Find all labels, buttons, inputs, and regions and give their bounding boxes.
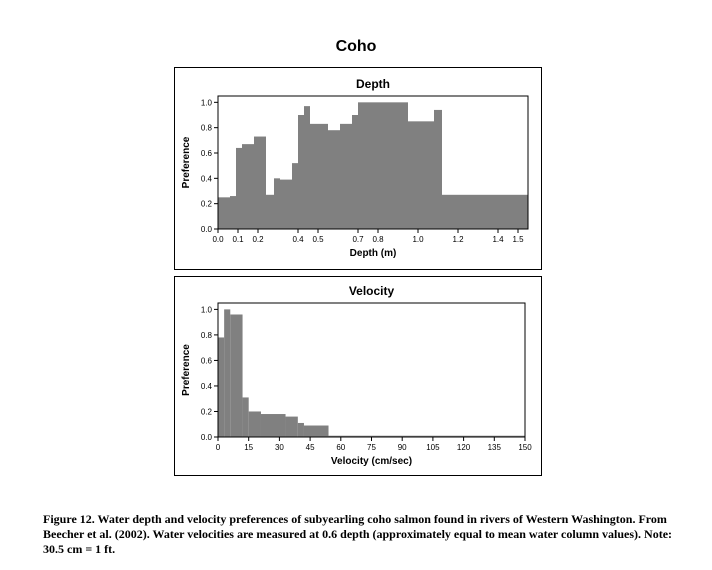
histogram-bar <box>230 314 243 437</box>
y-tick-label: 1.0 <box>201 98 213 107</box>
x-tick-label: 0.1 <box>232 235 244 244</box>
histogram-bar <box>298 115 304 229</box>
depth-chart-panel: Depth 0.0 0.2 0.4 0.6 0.8 1.0 0.0 0.1 0.2 0.4 0.5 0.… <box>174 67 542 270</box>
histogram-bar <box>328 130 340 229</box>
histogram-bar <box>408 121 434 229</box>
histogram-bar <box>352 115 358 229</box>
histogram-bar <box>297 422 304 437</box>
histogram-bar <box>242 397 249 437</box>
x-tick-label: 105 <box>426 443 440 452</box>
depth-chart: Depth 0.0 0.2 0.4 0.6 0.8 1.0 0.0 0.1 0.2 0.4 0.5 0.… <box>181 77 529 259</box>
x-tick-label: 1.4 <box>492 235 504 244</box>
y-tick-label: 0.0 <box>201 225 213 234</box>
x-tick-label: 90 <box>398 443 407 452</box>
histogram-bar <box>218 337 225 437</box>
histogram-bar <box>292 163 298 229</box>
histogram-bar <box>310 123 328 229</box>
y-tick-label: 0.2 <box>201 407 213 416</box>
velocity-chart: Velocity 0.0 0.2 0.4 0.6 0.8 1.0 0 15 30 45 60 75 90 1… <box>181 284 532 467</box>
x-tick-label: 30 <box>275 443 284 452</box>
histogram-bar <box>266 194 274 229</box>
figure-title: Coho <box>335 38 377 55</box>
histogram-bar <box>242 144 254 229</box>
plot-area-frame <box>217 95 529 230</box>
x-tick-label: 75 <box>367 443 376 452</box>
x-tick-label: 45 <box>306 443 315 452</box>
y-tick-label: 0.2 <box>201 200 213 209</box>
chart-title: Velocity <box>349 284 395 298</box>
chart-title: Depth <box>356 77 390 91</box>
histogram-bar <box>218 197 230 229</box>
figure-caption: Figure 12. Water depth and velocity pref… <box>43 512 673 556</box>
x-axis-label: Velocity (cm/sec) <box>331 456 412 467</box>
y-tick-label: 1.0 <box>201 305 213 314</box>
y-tick-label: 0.4 <box>201 174 213 183</box>
histogram-bar <box>260 414 286 437</box>
histogram-bar <box>304 106 310 229</box>
x-tick-label: 150 <box>518 443 532 452</box>
velocity-chart-panel: Velocity 0.0 0.2 0.4 0.6 0.8 1.0 0 15 30 45 60 75 90 1… <box>174 276 542 476</box>
histogram-bar <box>328 435 525 437</box>
histogram-bar <box>340 123 352 229</box>
y-tick-label: 0.6 <box>201 356 213 365</box>
histogram-bar <box>230 196 236 229</box>
histogram-bar <box>274 178 280 229</box>
histogram-bar <box>254 136 266 229</box>
x-tick-label: 0.0 <box>212 235 224 244</box>
y-axis-label: Preference <box>181 136 192 188</box>
x-tick-label: 0 <box>216 443 221 452</box>
histogram-bar <box>303 425 329 437</box>
x-tick-label: 1.2 <box>452 235 464 244</box>
x-tick-label: 120 <box>457 443 471 452</box>
y-tick-label: 0.6 <box>201 149 213 158</box>
x-tick-label: 1.5 <box>512 235 524 244</box>
histogram-bar <box>358 102 408 229</box>
histogram-bar <box>248 411 261 437</box>
x-axis-label: Depth (m) <box>350 248 397 259</box>
histogram-bar <box>285 416 298 437</box>
x-tick-label: 15 <box>244 443 253 452</box>
x-tick-label: 0.8 <box>372 235 384 244</box>
x-tick-label: 0.7 <box>352 235 364 244</box>
histogram-bar <box>442 194 528 229</box>
y-tick-label: 0.8 <box>201 124 213 133</box>
x-tick-label: 0.5 <box>312 235 324 244</box>
y-tick-label: 0.8 <box>201 331 213 340</box>
y-axis-label: Preference <box>181 344 192 396</box>
y-tick-label: 0.4 <box>201 382 213 391</box>
y-tick-label: 0.0 <box>201 433 213 442</box>
histogram-bar <box>434 109 442 229</box>
x-tick-label: 0.2 <box>252 235 264 244</box>
histogram-bar <box>236 147 242 229</box>
x-tick-label: 1.0 <box>412 235 424 244</box>
histogram-bar <box>280 179 292 229</box>
x-tick-label: 135 <box>488 443 502 452</box>
histogram-bar <box>224 309 231 437</box>
x-tick-label: 60 <box>336 443 345 452</box>
x-tick-label: 0.4 <box>292 235 304 244</box>
